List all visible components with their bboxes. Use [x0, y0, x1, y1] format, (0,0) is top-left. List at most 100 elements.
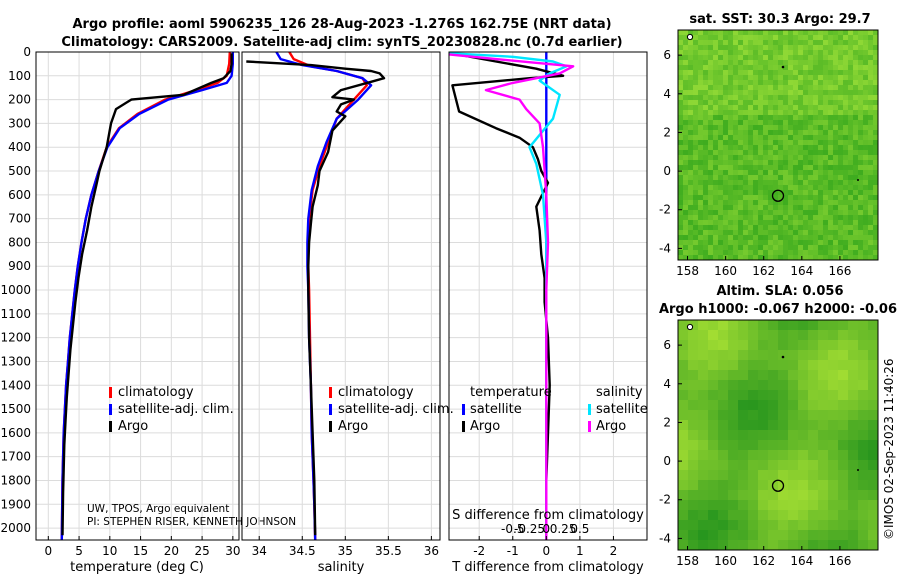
map-cell: [758, 520, 768, 530]
map-cell: [793, 250, 798, 255]
map-cell: [713, 140, 718, 145]
map-cell: [788, 30, 793, 35]
map-cell: [708, 100, 713, 105]
legend-swatch-salinity-satellite: [588, 404, 591, 415]
map-cell: [678, 470, 688, 480]
map-cell: [873, 145, 878, 150]
map-cell: [843, 155, 848, 160]
map-cell: [868, 215, 873, 220]
y-tick-label: 1800: [0, 473, 31, 487]
map-cell: [808, 540, 818, 550]
map-cell: [808, 500, 818, 510]
map-cell: [798, 175, 803, 180]
salinity-panel: 34 34.5 35 35.5 36 salinity climatologysatel…: [241, 51, 454, 575]
map-cell: [838, 450, 848, 460]
map-cell: [738, 60, 743, 65]
map-cell: [713, 125, 718, 130]
map-cell: [763, 70, 768, 75]
map-cell: [798, 120, 803, 125]
map-cell: [678, 110, 683, 115]
map-cell: [778, 220, 783, 225]
map-cell: [738, 330, 748, 340]
map-cell: [828, 230, 833, 235]
map-cell: [788, 65, 793, 70]
map-cell: [793, 145, 798, 150]
map-cell: [703, 240, 708, 245]
map-cell: [788, 320, 798, 330]
map-cell: [803, 115, 808, 120]
map-cell: [783, 110, 788, 115]
map-cell: [828, 190, 833, 195]
map-cell: [808, 420, 818, 430]
map-cell: [698, 40, 703, 45]
map-cell: [678, 100, 683, 105]
map-cell: [823, 45, 828, 50]
map-cell: [768, 65, 773, 70]
map-cell: [863, 210, 868, 215]
map-cell: [798, 470, 808, 480]
map-cell: [753, 125, 758, 130]
map-cell: [768, 185, 773, 190]
map-cell: [798, 460, 808, 470]
map-cell: [813, 40, 818, 45]
map-cell: [773, 225, 778, 230]
map-cell: [868, 100, 873, 105]
map-cell: [678, 45, 683, 50]
map-cell: [718, 170, 723, 175]
map-cell: [708, 500, 718, 510]
map-cell: [733, 100, 738, 105]
map-cell: [833, 225, 838, 230]
map-cell: [763, 155, 768, 160]
map-cell: [808, 130, 813, 135]
map-cell: [798, 80, 803, 85]
map-cell: [678, 180, 683, 185]
map-cell: [698, 470, 708, 480]
map-cell: [733, 125, 738, 130]
map-cell: [828, 35, 833, 40]
map-cell: [768, 540, 778, 550]
map-cell: [748, 320, 758, 330]
map-cell: [828, 450, 838, 460]
map-cell: [688, 370, 698, 380]
map-cell: [708, 125, 713, 130]
map-cell: [773, 80, 778, 85]
map-cell: [813, 35, 818, 40]
salinity-xlabel: salinity: [318, 560, 365, 575]
map-cell: [758, 510, 768, 520]
map-cell: [823, 170, 828, 175]
island-dot: [857, 179, 859, 181]
map-cell: [703, 70, 708, 75]
map-cell: [858, 320, 868, 330]
map-cell: [853, 185, 858, 190]
map-cell: [843, 160, 848, 165]
map-cell: [828, 370, 838, 380]
map-cell: [733, 180, 738, 185]
map-cell: [848, 320, 858, 330]
map-cell: [708, 75, 713, 80]
map-cell: [808, 390, 818, 400]
map-cell: [858, 35, 863, 40]
map-cell: [838, 255, 843, 260]
map-cell: [843, 165, 848, 170]
map-cell: [808, 400, 818, 410]
map-cell: [853, 175, 858, 180]
map-cell: [818, 110, 823, 115]
map-cell: [828, 500, 838, 510]
map-cell: [868, 30, 873, 35]
map-cell: [703, 195, 708, 200]
map-cell: [873, 115, 878, 120]
map-y-tick-label: 2: [663, 125, 671, 139]
map-cell: [843, 145, 848, 150]
map-cell: [713, 225, 718, 230]
map-cell: [858, 130, 863, 135]
map-cell: [798, 530, 808, 540]
map-cell: [803, 30, 808, 35]
map-cell: [783, 120, 788, 125]
map-cell: [738, 480, 748, 490]
map-cell: [703, 210, 708, 215]
map-cell: [773, 250, 778, 255]
map-cell: [853, 135, 858, 140]
map-cell: [808, 450, 818, 460]
map-cell: [748, 380, 758, 390]
map-cell: [848, 350, 858, 360]
